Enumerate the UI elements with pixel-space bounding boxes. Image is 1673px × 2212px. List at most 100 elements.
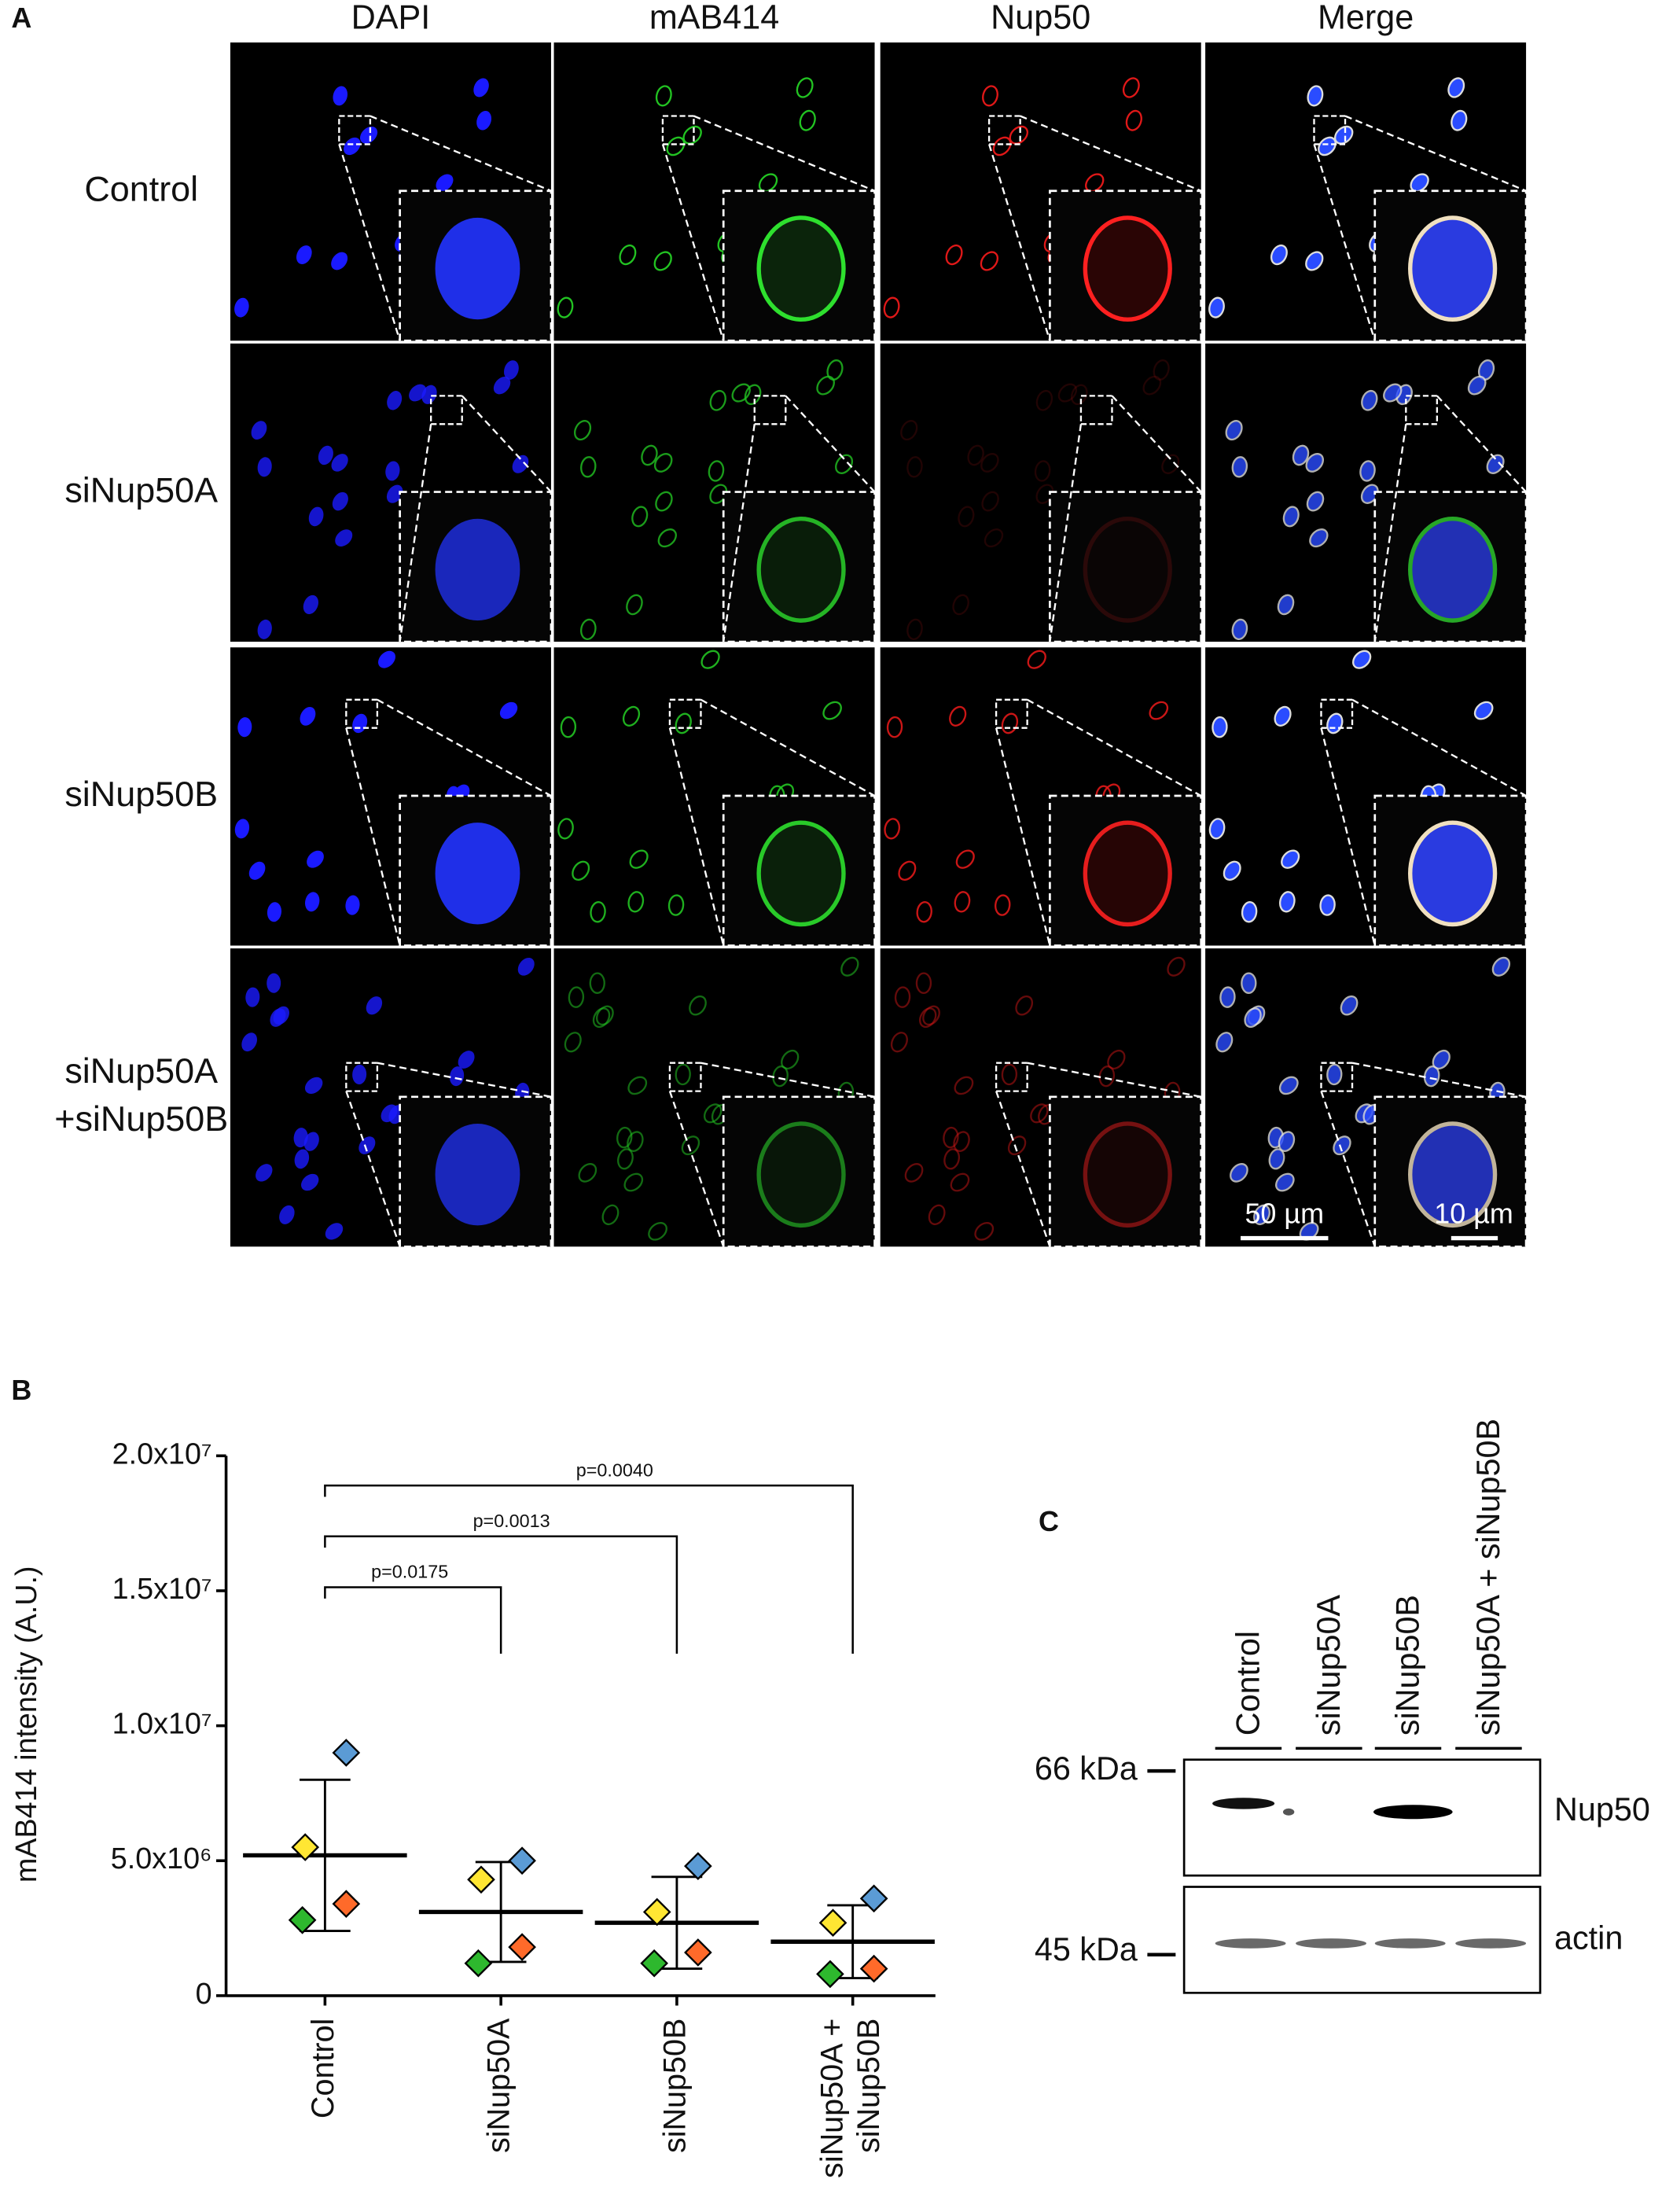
nucleus [578,1163,598,1183]
replicate-mean [508,1933,536,1961]
row-label: siNup50A [64,1051,218,1091]
nucleus [1307,85,1324,107]
micrograph [230,647,553,947]
nucleus [616,1126,633,1149]
nucleus [234,819,250,839]
row-label: siNup50A [64,469,218,510]
nucleus [1015,995,1034,1016]
nucleus [731,383,751,403]
nucleus [617,1148,634,1170]
nucleus [267,902,282,922]
nucleus [257,457,272,477]
column-header: DAPI [351,0,431,37]
zoom-region [753,395,787,425]
blot-frame [1182,1758,1542,1877]
nucleus [627,1131,644,1152]
nucleus [675,712,692,734]
nucleus [744,384,762,406]
nucleus [1223,860,1241,881]
nucleus [1231,618,1248,641]
nucleus [995,894,1011,916]
nucleus [1274,705,1292,727]
nucleus [300,707,316,726]
nucleus [358,1136,376,1154]
micrograph [880,42,1203,342]
nucleus [915,972,932,994]
zoom-line [1351,1062,1527,1098]
band [1296,1938,1366,1949]
nucleus [1432,1049,1451,1070]
nucleus [360,126,378,144]
nucleus [1153,359,1170,381]
nucleus [245,987,260,1007]
zoom-line [345,727,401,946]
zoom-region [668,1062,702,1092]
nucleus [1225,420,1243,441]
nucleus [980,251,999,271]
zoom-nucleus [756,820,846,927]
nucleus [1125,109,1142,131]
nucleus [234,297,249,318]
panel-letter: C [1039,1505,1059,1537]
nucleus [1282,506,1300,528]
scale-label: 10 µm [1434,1197,1513,1229]
replicate-mean [859,1884,888,1913]
nucleus [1057,383,1078,403]
nucleus [648,1222,667,1241]
nucleus [308,506,324,527]
nucleus [366,996,383,1015]
nucleus [900,420,918,441]
nucleus [267,973,281,993]
zoom-region [430,395,463,425]
band [1455,1938,1527,1949]
nucleus [493,376,511,395]
nucleus [1035,389,1053,411]
nucleus [1486,454,1505,474]
column-header: mAB414 [649,0,779,37]
replicate-mean [640,1949,668,1978]
nucleus [922,1005,940,1026]
p-value: p=0.0040 [576,1459,653,1480]
nucleus [1351,650,1372,669]
nucleus [709,389,726,411]
nucleus [1167,956,1186,977]
nucleus [378,650,395,668]
zoom-line [1020,115,1202,192]
replicate-mean [642,1897,671,1927]
nucleus [564,1032,582,1053]
lane-label: siNup50A [1311,1595,1347,1736]
zoom-region [1320,698,1354,729]
nucleus [952,594,969,616]
micrograph [880,948,1203,1248]
zoom-nucleus [1083,820,1172,927]
nucleus [307,850,324,868]
nucleus [1359,460,1376,482]
nucleus [517,957,535,976]
nucleus [954,891,971,913]
nucleus [1230,1163,1248,1183]
nucleus [590,901,606,923]
zoom-region [1405,395,1439,425]
nucleus [1030,1103,1049,1124]
zoom-region [1313,115,1347,145]
nucleus [883,296,900,318]
nucleus [1318,136,1337,156]
band [1373,1805,1453,1820]
significance-bracket [324,1535,678,1654]
nucleus [1001,1063,1018,1086]
zoom-line [345,1091,401,1247]
band [1212,1798,1275,1809]
nucleus [898,860,917,881]
nucleus [305,892,320,912]
y-tick-label: 0 [196,1977,212,2010]
micrograph [553,42,876,342]
nucleus [631,506,649,528]
nucleus [512,455,529,473]
nucleus [1275,1172,1295,1192]
nucleus [473,78,489,98]
nucleus [943,1126,959,1149]
band [1215,1938,1286,1949]
x-tick-label: siNup50A [482,2018,517,2153]
dot-plot: 0 5.0x10⁶ 1.0x10⁷ 1.5x10⁷ 2.0x10⁷ mAB414 inte… [9,1437,936,2178]
nucleus [894,986,911,1008]
